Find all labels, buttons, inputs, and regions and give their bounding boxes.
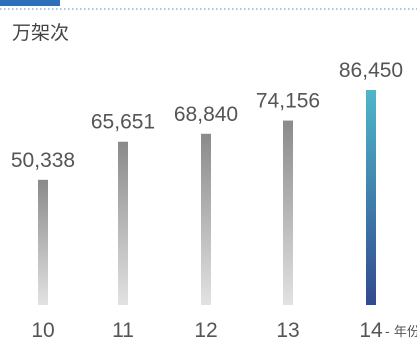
x-tick-10: 10 bbox=[31, 319, 54, 341]
bar-10 bbox=[38, 179, 48, 305]
value-label-11: 65,651 bbox=[91, 111, 155, 134]
unit-label: 万架次 bbox=[12, 22, 70, 44]
value-label-12: 68,840 bbox=[174, 103, 238, 126]
value-label-14: 86,450 bbox=[339, 59, 403, 82]
value-label-10: 50,338 bbox=[11, 149, 75, 172]
x-tick-11: 11 bbox=[112, 319, 134, 341]
bar-12 bbox=[201, 133, 211, 305]
value-label-13: 74,156 bbox=[256, 90, 320, 113]
x-axis-suffix: - 年份 bbox=[385, 325, 417, 340]
x-tick-14: 14 bbox=[359, 319, 383, 341]
x-tick-13: 13 bbox=[276, 319, 299, 341]
x-tick-12: 12 bbox=[194, 319, 217, 341]
bar-14 bbox=[366, 90, 376, 305]
bar-11 bbox=[118, 141, 128, 305]
bar-13 bbox=[283, 120, 293, 305]
title-accent-bar bbox=[0, 0, 60, 6]
